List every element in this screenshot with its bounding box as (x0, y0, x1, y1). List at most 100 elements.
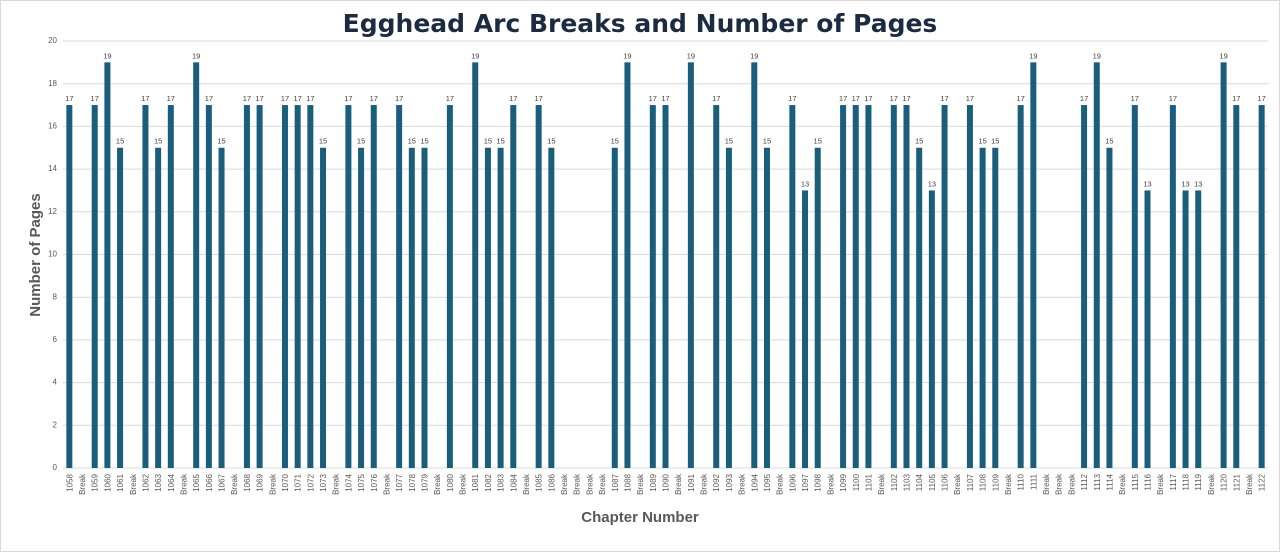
x-tick-label: 1066 (205, 473, 214, 491)
x-tick-label: 1115 (1131, 473, 1140, 490)
bar (1017, 105, 1024, 469)
data-label: 17 (446, 94, 454, 103)
data-label: 17 (661, 94, 669, 103)
x-tick-label: Break (700, 473, 709, 495)
x-tick-label: Break (776, 473, 785, 495)
data-label: 13 (1143, 179, 1151, 188)
x-tick-label: 1111 (1029, 473, 1038, 490)
y-tick-label: 14 (48, 164, 57, 173)
x-tick-label: Break (953, 473, 962, 495)
data-label: 13 (1194, 179, 1202, 188)
bar (484, 147, 491, 468)
x-tick-label: Break (1004, 473, 1013, 495)
data-label: 15 (408, 137, 416, 146)
x-tick-label: 1121 (1232, 473, 1241, 491)
bar (814, 147, 821, 468)
data-label: 15 (420, 137, 428, 146)
x-tick-label: 1108 (979, 473, 988, 491)
x-tick-label: 1116 (1144, 473, 1153, 490)
data-label: 19 (192, 51, 200, 60)
x-tick-label: 1119 (1194, 473, 1203, 490)
bar (218, 147, 225, 468)
data-label: 17 (902, 94, 910, 103)
data-label: 15 (217, 137, 225, 146)
x-tick-label: 1098 (814, 473, 823, 491)
bar (992, 147, 999, 468)
y-tick-label: 0 (53, 463, 58, 472)
data-label: 17 (281, 94, 289, 103)
x-tick-label: 1094 (750, 473, 759, 491)
bar (763, 147, 770, 468)
x-tick-label: 1101 (864, 473, 873, 491)
x-tick-label: 1069 (256, 473, 265, 491)
bar (840, 105, 847, 469)
x-tick-label: 1081 (471, 473, 480, 491)
bar (1081, 105, 1088, 469)
data-label: 15 (611, 137, 619, 146)
x-tick-label: 1064 (167, 473, 176, 491)
bar (713, 105, 720, 469)
x-tick-label: Break (674, 473, 683, 495)
data-label: 17 (509, 94, 517, 103)
bar (193, 62, 200, 468)
x-tick-label: Break (877, 473, 886, 495)
data-label: 15 (1105, 137, 1113, 146)
data-label: 17 (344, 94, 352, 103)
bar (865, 105, 872, 469)
bar (548, 147, 555, 468)
bar (345, 105, 352, 469)
x-tick-label: Break (1055, 473, 1064, 495)
data-label: 17 (940, 94, 948, 103)
x-tick-label: 1087 (611, 473, 620, 491)
bar (979, 147, 986, 468)
bar (396, 105, 403, 469)
x-tick-label: Break (78, 473, 87, 495)
y-tick-label: 4 (53, 378, 58, 387)
data-label: 15 (814, 137, 822, 146)
data-label: 19 (1029, 51, 1037, 60)
y-tick-label: 2 (53, 420, 58, 429)
x-tick-label: Break (826, 473, 835, 495)
bar (408, 147, 415, 468)
x-tick-label: 1067 (218, 473, 227, 491)
data-label: 17 (649, 94, 657, 103)
x-tick-label: 1074 (344, 473, 353, 491)
x-tick-label: 1086 (547, 473, 556, 491)
bar (155, 147, 162, 468)
bar (1233, 105, 1240, 469)
bar (142, 105, 149, 469)
x-tick-label: 1083 (497, 473, 506, 491)
x-tick-label: Break (738, 473, 747, 495)
chart-title: Egghead Arc Breaks and Number of Pages (343, 9, 938, 38)
x-tick-label: Break (1245, 473, 1254, 495)
x-tick-label: 1070 (281, 473, 290, 491)
x-tick-label: 1114 (1105, 473, 1114, 490)
x-tick-label: 1100 (852, 473, 861, 491)
data-label: 15 (154, 137, 162, 146)
x-tick-label: 1090 (662, 473, 671, 491)
x-tick-label: 1068 (243, 473, 252, 491)
bar (117, 147, 124, 468)
data-label: 17 (1131, 94, 1139, 103)
bar (256, 105, 263, 469)
data-label: 13 (801, 179, 809, 188)
x-tick-label: 1077 (395, 473, 404, 491)
data-label: 13 (928, 179, 936, 188)
data-label: 17 (370, 94, 378, 103)
data-label: 17 (852, 94, 860, 103)
bar (104, 62, 111, 468)
data-label: 15 (547, 137, 555, 146)
x-tick-label: 1106 (941, 473, 950, 491)
bar (725, 147, 732, 468)
x-tick-label: 1118 (1182, 473, 1191, 490)
x-tick-label: 1082 (484, 473, 493, 491)
bar (1030, 62, 1037, 468)
x-tick-label: 1122 (1258, 473, 1267, 491)
x-tick-label: 1084 (509, 473, 518, 491)
x-tick-label: Break (1207, 473, 1216, 495)
bar (687, 62, 694, 468)
data-label: 17 (243, 94, 251, 103)
y-tick-label: 18 (48, 79, 57, 88)
bar (1182, 190, 1189, 468)
